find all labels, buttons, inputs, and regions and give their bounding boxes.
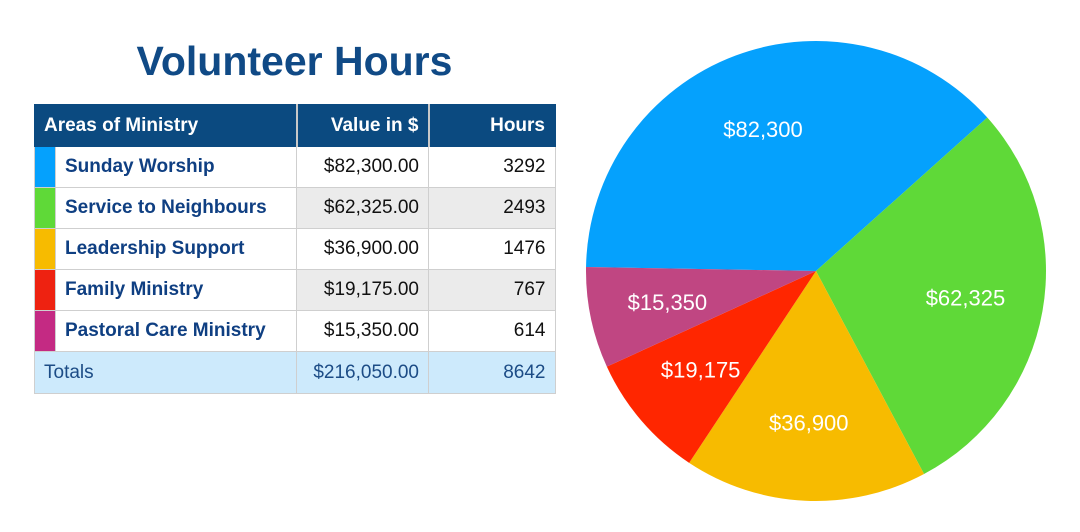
area-name: Leadership Support [55,228,297,270]
pie-slice [586,266,816,367]
area-value: $62,325.00 [296,187,429,229]
table-row: Leadership Support $36,900.00 1476 [34,228,556,270]
area-name: Sunday Worship [55,146,297,188]
table-row: Sunday Worship $82,300.00 3292 [34,146,556,188]
volunteer-table: Areas of Ministry Value in $ Hours Sunda… [34,104,556,394]
color-swatch [34,146,56,188]
slice-label: $36,900 [769,411,849,436]
area-hours: 1476 [428,228,556,270]
slice-label: $19,175 [661,358,741,383]
area-value: $82,300.00 [296,146,429,188]
header-value: Value in $ [296,104,430,147]
header-hours: Hours [428,104,556,147]
totals-row: Totals $216,050.00 8642 [34,351,556,394]
header-area: Areas of Ministry [34,104,298,147]
totals-label: Totals [34,351,297,394]
slice-label: $15,350 [628,290,708,315]
area-value: $36,900.00 [296,228,429,270]
area-hours: 2493 [428,187,556,229]
area-value: $19,175.00 [296,269,429,311]
area-name: Service to Neighbours [55,187,297,229]
table-row: Service to Neighbours $62,325.00 2493 [34,187,556,229]
color-swatch [34,187,56,229]
pie-slice [586,41,988,272]
chart-title: Volunteer Hours [136,38,453,84]
pie-slice [606,271,816,463]
table-row: Pastoral Care Ministry $15,350.00 614 [34,310,556,352]
table-row: Family Ministry $19,175.00 767 [34,269,556,311]
area-hours: 614 [428,310,556,352]
slice-label: $62,325 [926,286,1006,311]
area-value: $15,350.00 [296,310,429,352]
area-hours: 767 [428,269,556,311]
slice-label: $82,300 [723,117,803,142]
totals-value: $216,050.00 [296,351,429,394]
pie-slice [689,271,925,501]
totals-hours: 8642 [428,351,556,394]
pie-slice [816,117,1046,475]
